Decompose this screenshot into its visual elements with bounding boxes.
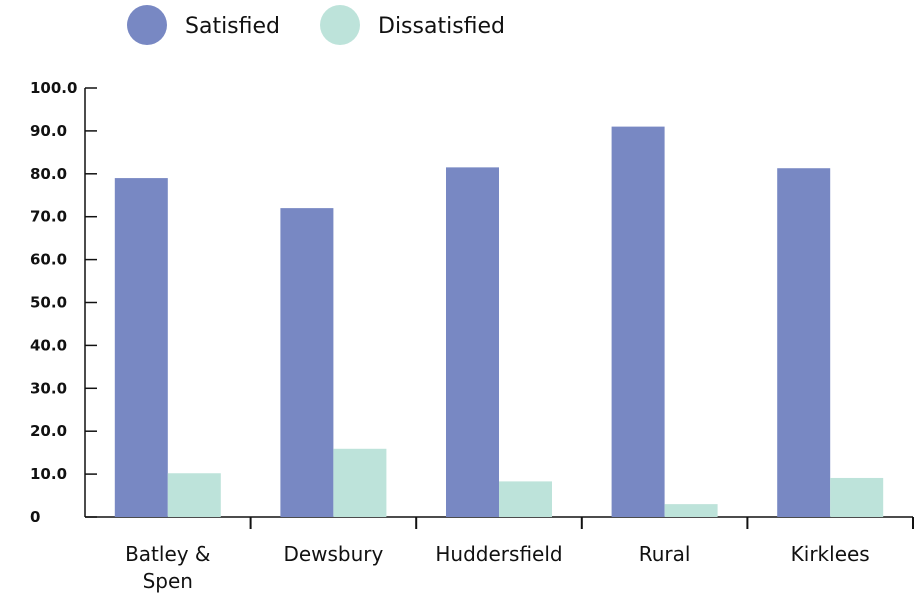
y-tick-label: 70.0: [30, 208, 67, 226]
y-tick-label: 60.0: [30, 251, 67, 269]
bar-dissatisfied-kirklees: [830, 477, 884, 517]
legend-swatch-dissatisfied: [320, 5, 360, 45]
x-tick-label: Batley & Spen: [125, 542, 210, 593]
bar-dissatisfied-dewsbury: [333, 448, 387, 517]
y-tick-label: 100.0: [30, 79, 77, 97]
legend-label-satisfied: Satisfied: [185, 14, 280, 39]
legend: Satisfied Dissatisfied: [127, 5, 505, 45]
bar-satisfied-rural: [611, 126, 665, 518]
y-tick-label: 20.0: [30, 422, 67, 440]
y-tick-label: 90.0: [30, 122, 67, 140]
bar-dissatisfied-batley-spen: [167, 473, 221, 517]
bar-satisfied-huddersfield: [446, 167, 499, 518]
y-tick-label: 30.0: [30, 379, 67, 397]
y-tick-label: 50.0: [30, 294, 67, 312]
x-tick-label: Rural: [639, 542, 691, 566]
x-axis: Batley & Spen Dewsbury Huddersfield Rural Kir…: [85, 516, 914, 593]
y-tick-label: 80.0: [30, 165, 67, 183]
bar-dissatisfied-rural: [664, 504, 718, 517]
bars: [114, 126, 884, 518]
bar-dissatisfied-huddersfield: [499, 481, 552, 517]
bar-satisfied-batley-spen: [114, 178, 168, 517]
y-tick-label: 10.0: [30, 465, 67, 483]
x-tick-label: Huddersfield: [435, 542, 562, 566]
bar-satisfied-dewsbury: [280, 208, 334, 517]
y-tick-label: 40.0: [30, 336, 67, 354]
x-tick-label: Kirklees: [791, 542, 870, 566]
y-axis: 0 10.0 20.0 30.0 40.0 50.0 60.0 70.0 80.0 90.0 100…: [30, 79, 97, 526]
legend-label-dissatisfied: Dissatisfied: [378, 14, 505, 39]
y-tick-label: 0: [30, 508, 40, 526]
bar-satisfied-kirklees: [777, 168, 831, 517]
legend-swatch-satisfied: [127, 5, 167, 45]
x-tick-label: Dewsbury: [283, 542, 383, 566]
